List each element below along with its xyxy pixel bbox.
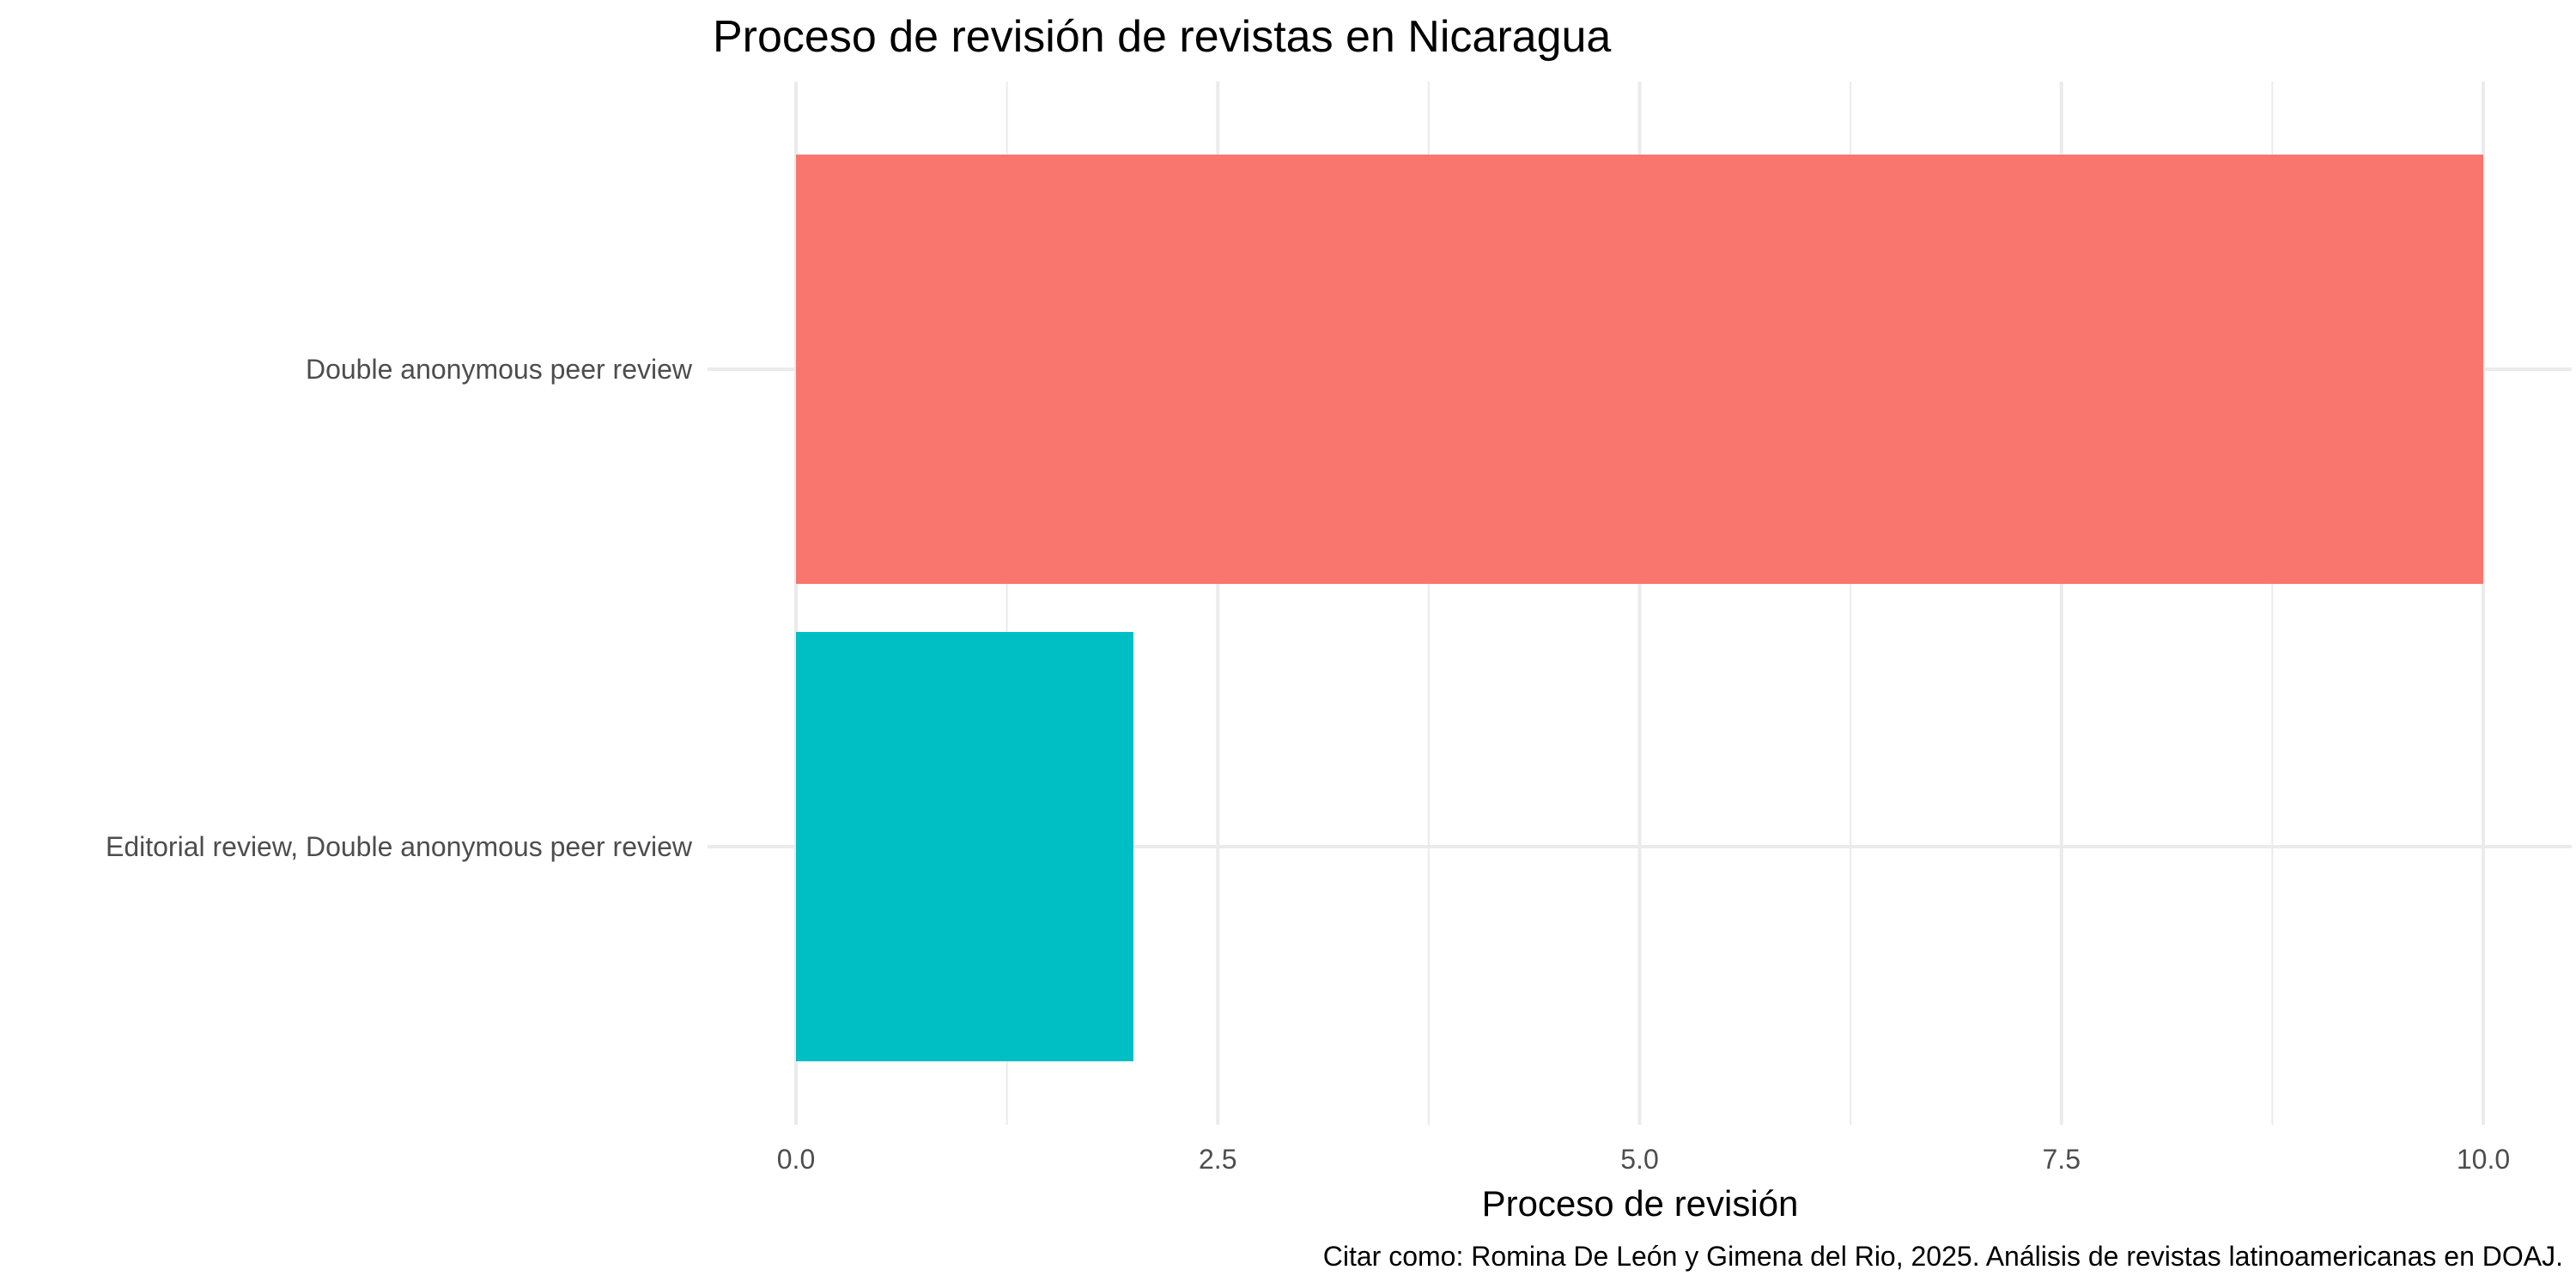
x-tick-label: 0.0	[777, 1144, 815, 1175]
y-category-label: Editorial review, Double anonymous peer …	[106, 831, 693, 862]
bar	[796, 155, 2483, 584]
caption: Citar como: Romina De León y Gimena del …	[1323, 1241, 2563, 1272]
x-tick-label: 5.0	[1620, 1144, 1658, 1175]
chart-title: Proceso de revisión de revistas en Nicar…	[713, 12, 1611, 62]
x-tick-label: 10.0	[2457, 1144, 2510, 1175]
y-axis-category-labels: Double anonymous peer review Editorial re…	[106, 354, 693, 862]
bar	[796, 632, 1133, 1061]
x-tick-label: 2.5	[1199, 1144, 1236, 1175]
bars	[796, 155, 2483, 1061]
x-axis-title: Proceso de revisión	[1482, 1183, 1799, 1224]
y-category-label: Double anonymous peer review	[306, 354, 693, 385]
x-tick-label: 7.5	[2043, 1144, 2081, 1175]
x-axis-tick-labels: 0.0 2.5 5.0 7.5 10.0	[777, 1144, 2510, 1175]
